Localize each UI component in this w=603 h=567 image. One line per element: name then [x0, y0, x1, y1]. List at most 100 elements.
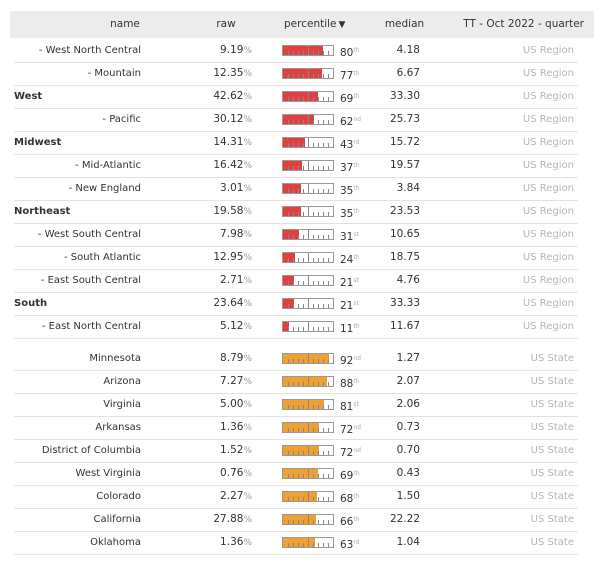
- row-name[interactable]: - West South Central: [37, 229, 141, 240]
- percentile-bar-tick: [298, 382, 299, 386]
- row-name[interactable]: District of Columbia: [41, 445, 141, 456]
- sort-desc-icon: ▼: [338, 20, 346, 30]
- percentile-bar-tick: [318, 51, 319, 55]
- row-name[interactable]: Minnesota: [89, 353, 141, 364]
- percentile-bar: [282, 229, 334, 240]
- row-geo-type: US Region: [522, 298, 574, 309]
- table-row[interactable]: Midwest 14.31% 43rd 15.72 US Region: [14, 131, 578, 155]
- percentile-bar-tick: [293, 143, 294, 147]
- row-name[interactable]: Virginia: [103, 399, 141, 410]
- table-row[interactable]: - South Atlantic 12.95% 24th 18.75 US Region: [14, 246, 578, 270]
- row-name[interactable]: Midwest: [14, 137, 62, 148]
- row-raw-cell: 0.76%: [184, 462, 252, 485]
- percentile-bar-tick: [308, 538, 309, 547]
- row-name[interactable]: - West North Central: [38, 45, 141, 56]
- table-row[interactable]: - Mountain 12.35% 77th 6.67 US Region: [14, 62, 578, 86]
- percentile-bar-tick: [318, 359, 319, 363]
- percentile-bar-tick: [293, 451, 294, 455]
- row-name[interactable]: - Mid-Atlantic: [75, 160, 141, 171]
- row-name[interactable]: California: [93, 514, 142, 525]
- percentile-bar-tick: [318, 166, 319, 170]
- table-row[interactable]: - West South Central 7.98% 31st 10.65 US Reg…: [14, 223, 578, 247]
- ordinal-suffix: nd: [353, 447, 361, 454]
- row-median: 2.06: [396, 398, 420, 410]
- table-row[interactable]: Colorado 2.27% 68th 1.50 US State: [14, 485, 578, 509]
- row-raw-value: 8.79: [220, 352, 244, 364]
- row-name[interactable]: West: [14, 91, 43, 102]
- percentile-bar-fill: [283, 400, 324, 409]
- percentile-bar-tick: [308, 446, 309, 455]
- row-name[interactable]: Colorado: [96, 491, 141, 502]
- row-raw-value: 2.27: [220, 490, 244, 502]
- row-median: 33.33: [389, 297, 420, 309]
- row-percentile-cell: 80th: [340, 39, 370, 62]
- table-row[interactable]: - West North Central 9.19% 80th 4.18 US Regi…: [14, 39, 578, 63]
- row-median: 4.76: [396, 274, 420, 286]
- table-row[interactable]: South 23.64% 21st 33.33 US Region: [14, 292, 578, 316]
- row-name[interactable]: Arkansas: [95, 422, 141, 433]
- table-row[interactable]: Oklahoma 1.36% 63rd 1.04 US State: [14, 531, 578, 555]
- row-name[interactable]: South: [14, 298, 48, 309]
- table-row[interactable]: Northeast 19.58% 35th 23.53 US Region: [14, 200, 578, 224]
- row-raw-cell: 1.36%: [184, 531, 252, 554]
- table-row[interactable]: Virginia 5.00% 81st 2.06 US State: [14, 393, 578, 417]
- table-row[interactable]: - East North Central 5.12% 11th 11.67 US Reg…: [14, 315, 578, 339]
- percentile-bar-tick: [298, 51, 299, 55]
- row-percentile-cell: 77th: [340, 62, 370, 85]
- row-name[interactable]: West Virginia: [75, 468, 141, 479]
- row-name[interactable]: - New England: [68, 183, 141, 194]
- percentile-bar-fill: [283, 322, 289, 331]
- percentile-bar: [282, 376, 334, 387]
- table-row[interactable]: Arizona 7.27% 88th 2.07 US State: [14, 370, 578, 394]
- row-name[interactable]: - Mountain: [87, 68, 141, 79]
- percent-sign: %: [243, 161, 252, 171]
- ordinal-suffix: rd: [353, 539, 360, 546]
- row-median: 1.50: [396, 490, 420, 502]
- column-header-name[interactable]: name: [110, 18, 140, 30]
- percentile-bar-fill: [283, 184, 301, 193]
- row-raw-value: 14.31: [213, 136, 244, 148]
- row-name[interactable]: - Pacific: [102, 114, 141, 125]
- table-row[interactable]: - New England 3.01% 35th 3.84 US Region: [14, 177, 578, 201]
- row-name[interactable]: Oklahoma: [90, 537, 141, 548]
- row-median: 2.07: [396, 375, 420, 387]
- row-percentile-value: 35: [340, 185, 354, 197]
- table-row[interactable]: - Pacific 30.12% 62nd 25.73 US Region: [14, 108, 578, 132]
- percentile-bar-tick: [318, 258, 319, 262]
- percentile-bar-tick: [328, 304, 329, 308]
- column-header-median[interactable]: median: [384, 18, 425, 30]
- percentile-bar-tick: [293, 428, 294, 432]
- table-row[interactable]: West 42.62% 69th 33.30 US Region: [14, 85, 578, 109]
- percentile-bar-tick: [308, 515, 309, 524]
- row-name[interactable]: - East North Central: [41, 321, 141, 332]
- table-row[interactable]: Arkansas 1.36% 72nd 0.73 US State: [14, 416, 578, 440]
- percentile-bar-tick: [298, 74, 299, 78]
- percentile-bar-tick: [313, 212, 314, 216]
- row-name[interactable]: Arizona: [103, 376, 141, 387]
- percentile-bar-tick: [308, 377, 309, 386]
- column-header-period[interactable]: TT - Oct 2022 - quarter: [463, 18, 584, 30]
- table-row[interactable]: - East South Central 2.71% 21st 4.76 US Regi…: [14, 269, 578, 293]
- percentile-bar-tick: [328, 520, 329, 524]
- table-row[interactable]: District of Columbia 1.52% 72nd 0.70 US Stat…: [14, 439, 578, 463]
- ordinal-suffix: st: [353, 277, 359, 284]
- percentile-bar-tick: [303, 97, 304, 101]
- percentile-bar-tick: [303, 189, 304, 193]
- row-raw-cell: 2.71%: [184, 269, 252, 292]
- percentile-bar-tick: [293, 474, 294, 478]
- percent-sign: %: [243, 253, 252, 263]
- percentile-bar-fill: [283, 115, 314, 124]
- table-row[interactable]: California 27.88% 66th 22.22 US State: [14, 508, 578, 532]
- percentile-bar-tick: [323, 405, 324, 409]
- column-header-raw[interactable]: raw: [216, 18, 236, 30]
- ordinal-suffix: th: [353, 493, 360, 500]
- row-raw-cell: 30.12%: [184, 108, 252, 131]
- row-name[interactable]: - South Atlantic: [63, 252, 141, 263]
- row-name[interactable]: Northeast: [14, 206, 71, 217]
- column-header-percentile[interactable]: percentile ▼: [284, 11, 372, 38]
- table-row[interactable]: West Virginia 0.76% 69th 0.43 US State: [14, 462, 578, 486]
- table-row[interactable]: - Mid-Atlantic 16.42% 37th 19.57 US Region: [14, 154, 578, 178]
- row-name[interactable]: - East South Central: [40, 275, 141, 286]
- row-raw-value: 12.35: [213, 67, 244, 79]
- table-row[interactable]: Minnesota 8.79% 92nd 1.27 US State: [14, 347, 578, 371]
